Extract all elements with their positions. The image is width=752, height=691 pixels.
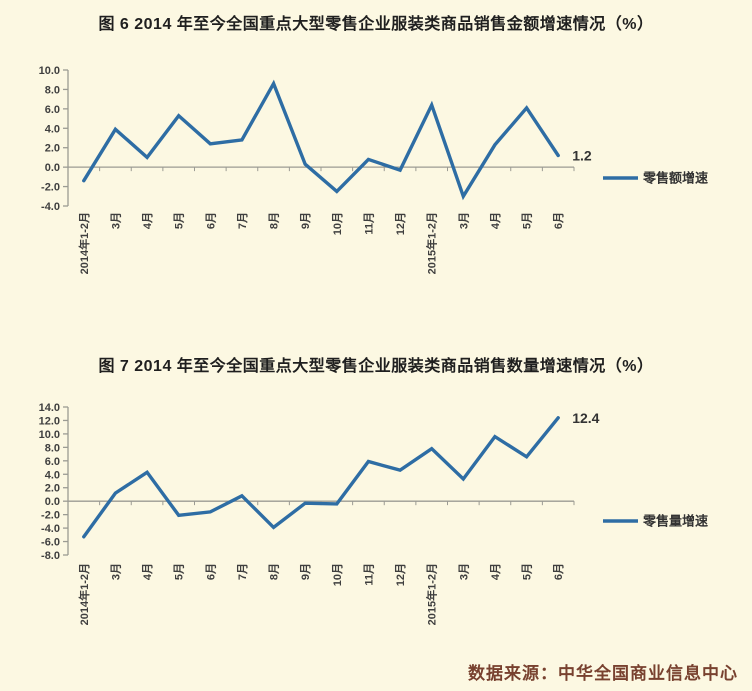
x-category-label: 5月 (173, 563, 186, 580)
x-category-label: 5月 (521, 563, 534, 580)
x-category-label: 7月 (236, 563, 249, 580)
x-category-label: 4月 (489, 212, 502, 229)
chart7-figure: 14.012.0 10.08.0 6.04.0 2.00.0 -2.0-4.0 -6.0-… (39, 402, 708, 625)
x-category-label: 8月 (268, 212, 281, 229)
x-category-label: 6月 (552, 563, 565, 580)
x-category-label: 4月 (489, 563, 502, 580)
chart7-title: 图 7 2014 年至今全国重点大型零售企业服装类商品销售数量增速情况（%） (98, 358, 654, 375)
x-category-label: 8月 (268, 563, 281, 580)
y-tick-label: 4.0 (45, 123, 60, 135)
x-category-label: 6月 (552, 212, 565, 229)
y-tick-label: 14.0 (39, 402, 60, 414)
y-tick-label: 8.0 (45, 442, 60, 454)
y-tick-label: -4.0 (41, 523, 60, 535)
x-category-label: 4月 (141, 212, 154, 229)
y-tick-label: -8.0 (41, 550, 60, 562)
x-category-label: 5月 (173, 212, 186, 229)
y-tick-label: 6.0 (45, 456, 60, 468)
x-category-label: 3月 (109, 563, 122, 580)
y-tick-label: 12.0 (39, 415, 60, 427)
last-value-label: 1.2 (572, 147, 592, 163)
y-tick-label: 10.0 (39, 65, 60, 77)
x-category-label: 11月 (362, 563, 375, 586)
y-tick-label: 2.0 (45, 483, 60, 495)
y-tick-label: 6.0 (45, 104, 60, 116)
legend-label: 零售额增速 (642, 171, 708, 186)
x-category-label: 10月 (331, 212, 344, 235)
x-category-label: 12月 (394, 563, 407, 586)
y-tick-label: -4.0 (41, 201, 60, 213)
x-category-label: 3月 (109, 212, 122, 229)
last-value-label: 12.4 (572, 410, 599, 426)
y-tick-label: 0.0 (45, 496, 60, 508)
x-category-label: 2014年1-2月 (77, 563, 91, 625)
x-category-label: 3月 (457, 212, 470, 229)
data-source-note: 数据来源：中华全国商业信息中心 (468, 664, 738, 683)
y-tick-label: 10.0 (39, 429, 60, 441)
x-category-label: 2014年1-2月 (77, 212, 91, 274)
x-category-label: 2015年1-2月 (425, 212, 439, 274)
x-category-label: 12月 (394, 212, 407, 235)
series-line (82, 79, 560, 201)
x-category-label: 3月 (457, 563, 470, 580)
y-tick-label: 0.0 (45, 162, 60, 174)
y-tick-label: -6.0 (41, 537, 60, 549)
x-category-label: 5月 (521, 212, 534, 229)
y-tick-label: -2.0 (41, 182, 60, 194)
y-tick-label: 4.0 (45, 469, 60, 481)
x-category-label: 7月 (236, 212, 249, 229)
series-line (82, 416, 560, 539)
y-tick-label: 8.0 (45, 84, 60, 96)
x-category-label: 2015年1-2月 (425, 563, 439, 625)
x-category-label: 4月 (141, 563, 154, 580)
y-tick-label: -2.0 (41, 510, 60, 522)
x-category-label: 9月 (299, 563, 312, 580)
chart6-figure: 10.0 8.0 6.0 4.0 2.0 0.0 -2.0 -4.0 2014年1-2月 3月 4月… (39, 65, 708, 274)
x-category-label: 11月 (362, 212, 375, 235)
x-category-label: 6月 (204, 563, 217, 580)
chart6-title: 图 6 2014 年至今全国重点大型零售企业服装类商品销售金额增速情况（%） (98, 16, 654, 33)
x-category-label: 6月 (204, 212, 217, 229)
legend-label: 零售量增速 (642, 514, 708, 529)
x-category-label: 9月 (299, 212, 312, 229)
y-tick-label: 2.0 (45, 143, 60, 155)
x-category-label: 10月 (331, 563, 344, 586)
